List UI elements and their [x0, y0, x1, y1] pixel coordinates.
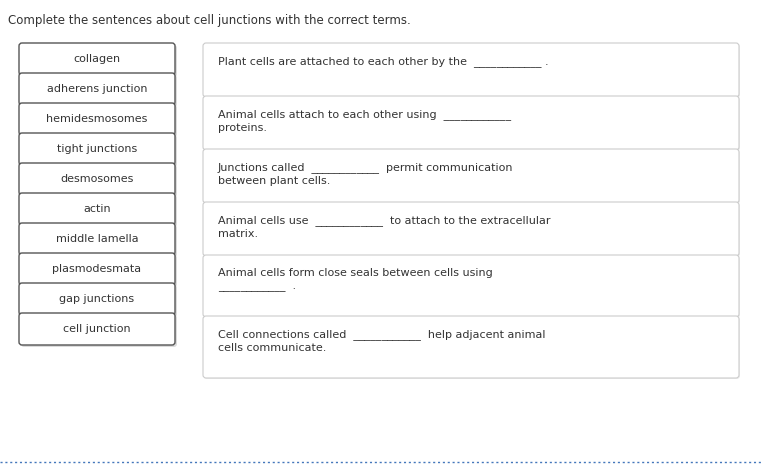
FancyBboxPatch shape — [21, 315, 177, 347]
FancyBboxPatch shape — [203, 43, 739, 97]
FancyBboxPatch shape — [203, 96, 739, 150]
Text: middle lamella: middle lamella — [56, 234, 138, 244]
FancyBboxPatch shape — [203, 316, 739, 378]
Text: Animal cells use  ____________  to attach to the extracellular: Animal cells use ____________ to attach … — [218, 215, 550, 226]
FancyBboxPatch shape — [21, 45, 177, 77]
Text: adherens junction: adherens junction — [47, 84, 147, 94]
Text: Junctions called  ____________  permit communication: Junctions called ____________ permit com… — [218, 162, 513, 173]
FancyBboxPatch shape — [21, 75, 177, 107]
FancyBboxPatch shape — [21, 105, 177, 137]
Text: Animal cells form close seals between cells using: Animal cells form close seals between ce… — [218, 268, 493, 278]
FancyBboxPatch shape — [203, 255, 739, 317]
Text: Cell connections called  ____________  help adjacent animal: Cell connections called ____________ hel… — [218, 329, 546, 340]
Text: Plant cells are attached to each other by the  ____________ .: Plant cells are attached to each other b… — [218, 56, 549, 67]
FancyBboxPatch shape — [19, 253, 175, 285]
FancyBboxPatch shape — [19, 103, 175, 135]
FancyBboxPatch shape — [19, 43, 175, 75]
FancyBboxPatch shape — [19, 73, 175, 105]
Text: tight junctions: tight junctions — [57, 144, 137, 154]
Text: cells communicate.: cells communicate. — [218, 343, 327, 353]
FancyBboxPatch shape — [204, 97, 740, 151]
FancyBboxPatch shape — [204, 203, 740, 257]
FancyBboxPatch shape — [203, 202, 739, 256]
FancyBboxPatch shape — [21, 135, 177, 167]
FancyBboxPatch shape — [21, 285, 177, 317]
FancyBboxPatch shape — [19, 163, 175, 195]
FancyBboxPatch shape — [19, 193, 175, 225]
FancyBboxPatch shape — [204, 256, 740, 318]
FancyBboxPatch shape — [19, 133, 175, 165]
FancyBboxPatch shape — [21, 225, 177, 257]
FancyBboxPatch shape — [21, 195, 177, 227]
FancyBboxPatch shape — [204, 44, 740, 98]
Text: between plant cells.: between plant cells. — [218, 176, 330, 186]
Text: Animal cells attach to each other using  ____________: Animal cells attach to each other using … — [218, 109, 511, 120]
Text: collagen: collagen — [73, 54, 121, 64]
FancyBboxPatch shape — [204, 317, 740, 379]
Text: plasmodesmata: plasmodesmata — [53, 264, 142, 274]
Text: proteins.: proteins. — [218, 123, 267, 133]
Text: hemidesmosomes: hemidesmosomes — [47, 114, 148, 124]
Text: matrix.: matrix. — [218, 229, 258, 239]
FancyBboxPatch shape — [21, 165, 177, 197]
FancyBboxPatch shape — [204, 150, 740, 204]
Text: Complete the sentences about cell junctions with the correct terms.: Complete the sentences about cell juncti… — [8, 14, 410, 27]
Text: cell junction: cell junction — [63, 324, 130, 334]
FancyBboxPatch shape — [19, 223, 175, 255]
Text: ____________  .: ____________ . — [218, 282, 296, 292]
FancyBboxPatch shape — [21, 255, 177, 287]
Text: actin: actin — [83, 204, 111, 214]
Text: desmosomes: desmosomes — [60, 174, 134, 184]
FancyBboxPatch shape — [19, 313, 175, 345]
FancyBboxPatch shape — [19, 283, 175, 315]
Text: gap junctions: gap junctions — [60, 294, 134, 304]
FancyBboxPatch shape — [203, 149, 739, 203]
